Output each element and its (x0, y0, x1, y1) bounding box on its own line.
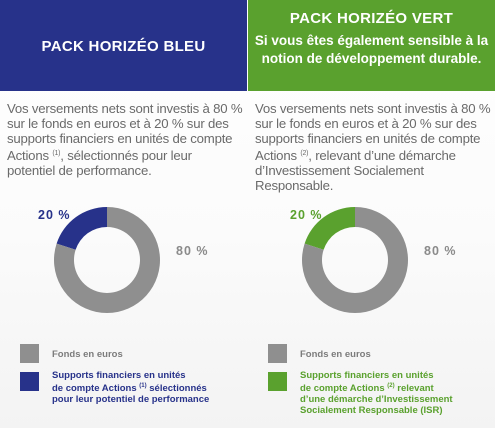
legend-line-1: Supports financiers en unités (300, 370, 434, 381)
legend-line-3: pour leur potentiel de performance (52, 394, 210, 405)
pack-vert-subtitle: Si vous êtes également sensible à la not… (254, 33, 489, 66)
donut-slice-fonds-euros (302, 207, 408, 313)
pack-bleu-panel: PACK HORIZÉO BLEU Vos versements nets so… (0, 0, 247, 428)
pack-bleu-pct-fonds: 80 % (176, 244, 209, 258)
legend-line-2b: sélectionnés (146, 383, 207, 394)
legend-label-actions: Supports financiers en unités de compte … (300, 370, 453, 416)
legend-label-fonds: Fonds en euros (300, 349, 371, 360)
legend-label-actions: Supports financiers en unités de compte … (52, 370, 209, 405)
pack-vert-header: PACK HORIZÉO VERT Si vous êtes également… (248, 0, 495, 91)
legend-note: (2) (387, 383, 395, 389)
legend-line-2a: de compte Actions (300, 383, 388, 394)
pack-vert-desc-text-2: , relevant d’une démarche d’Investisseme… (255, 148, 456, 193)
donut-slice-actions (56, 207, 107, 250)
pack-vert-desc-note: (2) (300, 150, 309, 157)
pack-bleu-pct-actions: 20 % (38, 208, 71, 222)
pack-vert-donut (300, 205, 410, 315)
pack-bleu-description: Vos versements nets sont investis à 80 %… (7, 101, 243, 178)
pack-vert-pct-fonds: 80 % (424, 244, 457, 258)
legend-swatch-blue (20, 372, 39, 391)
pack-bleu-desc-text-2: , sélectionnés pour leur potentiel de pe… (7, 148, 192, 178)
legend-swatch-gray (20, 344, 39, 363)
pack-vert-title: PACK HORIZÉO VERT (289, 10, 454, 27)
pack-vert-description: Vos versements nets sont investis à 80 %… (255, 101, 491, 193)
pack-vert-panel: PACK HORIZÉO VERT Si vous êtes également… (248, 0, 495, 428)
donut-slice-fonds-euros (54, 207, 160, 313)
pack-vert-pct-actions: 20 % (290, 208, 323, 222)
legend-line-4: Socialement Responsable (ISR) (300, 405, 443, 416)
pack-bleu-donut (52, 205, 162, 315)
legend-line-2a: de compte Actions (52, 383, 140, 394)
pack-bleu-header: PACK HORIZÉO BLEU (0, 0, 247, 91)
legend-line-1: Supports financiers en unités (52, 370, 186, 381)
legend-label-fonds: Fonds en euros (52, 349, 123, 360)
donut-slice-actions (304, 207, 355, 250)
legend-line-3: d’une démarche d’Investissement (300, 394, 453, 405)
pack-vert-desc-text-1: Vos versements nets sont investis à 80 %… (255, 101, 491, 163)
pack-bleu-title: PACK HORIZÉO BLEU (41, 38, 206, 55)
legend-swatch-green (268, 372, 287, 391)
legend-swatch-gray (268, 344, 287, 363)
pack-bleu-desc-note: (1) (52, 150, 61, 157)
legend-line-2b: relevant (394, 383, 434, 394)
legend-note: (1) (139, 383, 147, 389)
pack-bleu-desc-text-1: Vos versements nets sont investis à 80 %… (7, 101, 243, 163)
